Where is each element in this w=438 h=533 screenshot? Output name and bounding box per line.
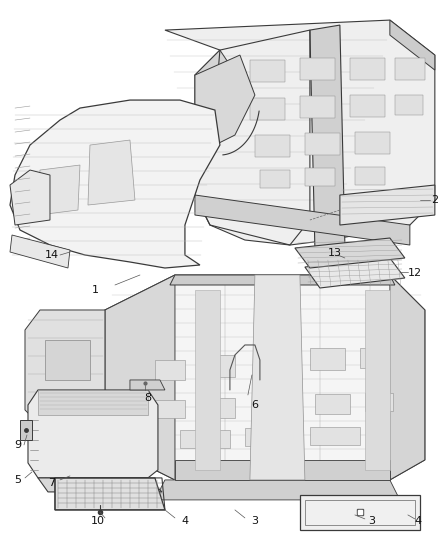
Polygon shape xyxy=(195,55,255,145)
Polygon shape xyxy=(295,238,405,268)
Polygon shape xyxy=(105,275,425,480)
Polygon shape xyxy=(155,400,185,418)
Polygon shape xyxy=(200,355,235,377)
Polygon shape xyxy=(340,185,435,225)
Text: 10: 10 xyxy=(91,516,105,526)
Polygon shape xyxy=(88,140,135,205)
Polygon shape xyxy=(10,235,70,268)
Polygon shape xyxy=(315,394,350,414)
Polygon shape xyxy=(305,168,335,186)
Polygon shape xyxy=(300,58,335,80)
Polygon shape xyxy=(250,60,285,82)
Polygon shape xyxy=(38,478,162,492)
Polygon shape xyxy=(360,348,390,368)
Polygon shape xyxy=(10,100,220,268)
Polygon shape xyxy=(255,135,290,157)
Polygon shape xyxy=(365,290,390,470)
Polygon shape xyxy=(305,258,405,288)
Polygon shape xyxy=(245,428,295,446)
Polygon shape xyxy=(395,95,423,115)
Polygon shape xyxy=(25,310,105,445)
Polygon shape xyxy=(355,167,385,185)
Polygon shape xyxy=(310,348,345,370)
Polygon shape xyxy=(155,480,400,500)
Polygon shape xyxy=(350,95,385,117)
Polygon shape xyxy=(45,340,90,380)
Text: 3: 3 xyxy=(251,516,258,526)
Polygon shape xyxy=(38,165,80,215)
Polygon shape xyxy=(310,427,360,445)
Polygon shape xyxy=(350,58,385,80)
Polygon shape xyxy=(28,390,158,478)
Polygon shape xyxy=(260,396,295,416)
Text: 9: 9 xyxy=(14,440,21,450)
Polygon shape xyxy=(300,96,335,118)
Polygon shape xyxy=(40,440,105,500)
Polygon shape xyxy=(20,420,32,440)
Polygon shape xyxy=(395,58,425,80)
Polygon shape xyxy=(355,132,390,154)
Text: 13: 13 xyxy=(328,248,342,258)
Text: 3: 3 xyxy=(368,516,375,526)
Polygon shape xyxy=(180,430,230,448)
Polygon shape xyxy=(45,395,90,430)
Polygon shape xyxy=(250,98,285,120)
Polygon shape xyxy=(390,275,425,480)
Polygon shape xyxy=(10,170,50,225)
Polygon shape xyxy=(195,195,410,245)
Polygon shape xyxy=(300,495,420,530)
Polygon shape xyxy=(155,360,185,380)
Polygon shape xyxy=(55,478,165,510)
Text: 4: 4 xyxy=(181,516,188,526)
Polygon shape xyxy=(195,50,240,110)
Polygon shape xyxy=(310,25,345,248)
Polygon shape xyxy=(130,380,165,390)
Polygon shape xyxy=(260,170,290,188)
Polygon shape xyxy=(105,275,175,480)
Text: 7: 7 xyxy=(49,478,56,488)
Polygon shape xyxy=(365,393,393,411)
Polygon shape xyxy=(165,20,435,245)
Text: 5: 5 xyxy=(14,475,21,485)
Text: 1: 1 xyxy=(92,285,99,295)
Polygon shape xyxy=(200,398,235,418)
Polygon shape xyxy=(195,290,220,470)
Polygon shape xyxy=(175,460,390,480)
Text: 4: 4 xyxy=(414,516,421,526)
Text: 6: 6 xyxy=(251,400,258,410)
Text: 2: 2 xyxy=(431,195,438,205)
Polygon shape xyxy=(170,275,395,285)
Polygon shape xyxy=(255,350,290,372)
Polygon shape xyxy=(250,275,305,480)
Polygon shape xyxy=(305,133,340,155)
Polygon shape xyxy=(390,20,435,70)
Polygon shape xyxy=(38,390,148,415)
Text: 12: 12 xyxy=(408,268,422,278)
Text: 14: 14 xyxy=(45,250,59,260)
Text: 8: 8 xyxy=(145,393,152,403)
